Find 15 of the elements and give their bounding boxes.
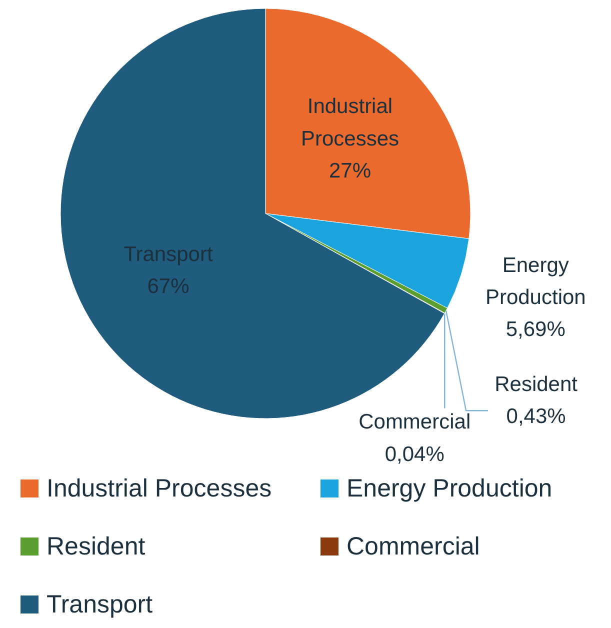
legend-label: Energy Production bbox=[346, 474, 552, 502]
slice-label: Resident bbox=[494, 372, 578, 396]
slice-label: Transport bbox=[124, 242, 213, 266]
data-label: 5,69% bbox=[506, 318, 566, 342]
slice-label: Industrial Processes bbox=[300, 95, 399, 150]
legend-label: Resident bbox=[46, 532, 146, 560]
slice-label: Energy Production bbox=[485, 254, 586, 309]
data-label: 27% bbox=[328, 160, 371, 183]
legend-label: Industrial Processes bbox=[46, 474, 272, 502]
data-label: 67% bbox=[147, 275, 190, 298]
legend-label: Commercial bbox=[346, 532, 480, 560]
legend-label: Transport bbox=[46, 590, 153, 618]
data-label: 0,04% bbox=[384, 442, 444, 466]
slice-label: Commercial bbox=[358, 410, 471, 434]
data-label: 0,43% bbox=[506, 405, 566, 428]
